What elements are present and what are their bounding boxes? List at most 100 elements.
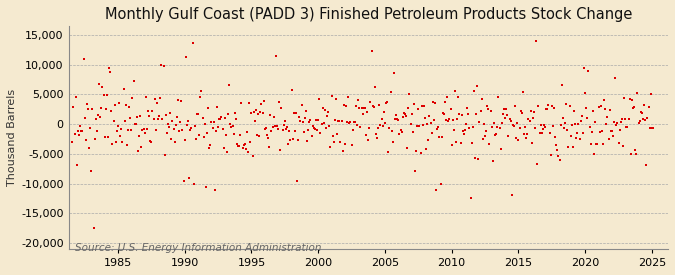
Point bbox=[184, 176, 194, 180]
Point bbox=[274, 100, 285, 104]
Point bbox=[429, 101, 440, 105]
Point bbox=[338, 149, 348, 153]
Point bbox=[583, 68, 594, 73]
Point bbox=[344, 121, 355, 125]
Point bbox=[266, 129, 277, 133]
Point bbox=[384, 126, 395, 130]
Point bbox=[423, 138, 434, 143]
Point bbox=[116, 127, 127, 131]
Point bbox=[211, 105, 222, 109]
Point bbox=[382, 100, 393, 104]
Point bbox=[510, 104, 520, 108]
Point bbox=[547, 124, 558, 128]
Point bbox=[286, 88, 297, 92]
Point bbox=[632, 91, 643, 95]
Point bbox=[230, 111, 240, 116]
Point bbox=[406, 111, 417, 116]
Point bbox=[637, 111, 647, 115]
Point bbox=[560, 121, 570, 125]
Point bbox=[474, 120, 485, 125]
Point bbox=[526, 141, 537, 145]
Point bbox=[300, 116, 310, 120]
Point bbox=[288, 137, 298, 141]
Point bbox=[408, 101, 419, 106]
Point bbox=[372, 136, 383, 140]
Point bbox=[374, 103, 385, 108]
Point bbox=[425, 120, 436, 125]
Point bbox=[551, 143, 562, 147]
Point bbox=[107, 142, 118, 146]
Point bbox=[161, 113, 171, 117]
Point bbox=[367, 49, 377, 54]
Point bbox=[564, 104, 575, 109]
Point bbox=[470, 112, 481, 116]
Point bbox=[319, 108, 330, 112]
Point bbox=[350, 120, 360, 124]
Point bbox=[217, 127, 228, 131]
Point bbox=[616, 117, 627, 121]
Point bbox=[265, 113, 276, 117]
Point bbox=[486, 125, 497, 129]
Point bbox=[268, 114, 279, 119]
Point bbox=[293, 138, 304, 142]
Point bbox=[597, 141, 608, 146]
Point bbox=[556, 83, 567, 87]
Point bbox=[173, 97, 184, 102]
Point bbox=[132, 115, 142, 119]
Point bbox=[433, 125, 443, 129]
Point bbox=[243, 149, 254, 154]
Point bbox=[178, 178, 189, 183]
Point bbox=[416, 104, 427, 108]
Point bbox=[590, 120, 601, 125]
Point bbox=[120, 103, 131, 107]
Point bbox=[429, 118, 439, 123]
Point bbox=[309, 127, 320, 131]
Point bbox=[117, 140, 128, 144]
Point bbox=[281, 125, 292, 130]
Point bbox=[139, 131, 150, 136]
Point bbox=[444, 117, 455, 122]
Point bbox=[236, 101, 247, 105]
Point bbox=[235, 133, 246, 138]
Point bbox=[252, 112, 263, 116]
Point bbox=[407, 130, 418, 134]
Point bbox=[641, 163, 652, 167]
Point bbox=[196, 89, 207, 94]
Point bbox=[321, 126, 331, 130]
Point bbox=[132, 148, 143, 153]
Point bbox=[603, 137, 614, 141]
Point bbox=[422, 122, 433, 126]
Point bbox=[278, 122, 289, 127]
Point bbox=[316, 122, 327, 127]
Point bbox=[363, 138, 374, 142]
Point bbox=[177, 128, 188, 132]
Point bbox=[464, 126, 475, 130]
Point bbox=[616, 119, 626, 124]
Point bbox=[568, 145, 578, 149]
Point bbox=[533, 103, 544, 108]
Point bbox=[504, 117, 515, 122]
Point bbox=[367, 104, 378, 109]
Point bbox=[89, 136, 100, 141]
Point bbox=[373, 126, 383, 131]
Point bbox=[458, 129, 468, 133]
Point bbox=[271, 123, 282, 128]
Point bbox=[630, 148, 641, 152]
Point bbox=[585, 142, 596, 146]
Point bbox=[437, 111, 448, 115]
Point bbox=[360, 105, 371, 110]
Point bbox=[176, 99, 187, 103]
Point bbox=[549, 134, 560, 139]
Point bbox=[379, 121, 390, 125]
Point bbox=[296, 103, 307, 108]
Point bbox=[358, 105, 369, 110]
Point bbox=[295, 119, 306, 123]
Point bbox=[168, 126, 179, 131]
Point bbox=[151, 101, 162, 105]
Point bbox=[314, 96, 325, 101]
Point bbox=[67, 140, 78, 144]
Point bbox=[481, 129, 491, 134]
Point bbox=[578, 130, 589, 135]
Point bbox=[508, 122, 518, 127]
Point bbox=[108, 119, 119, 123]
